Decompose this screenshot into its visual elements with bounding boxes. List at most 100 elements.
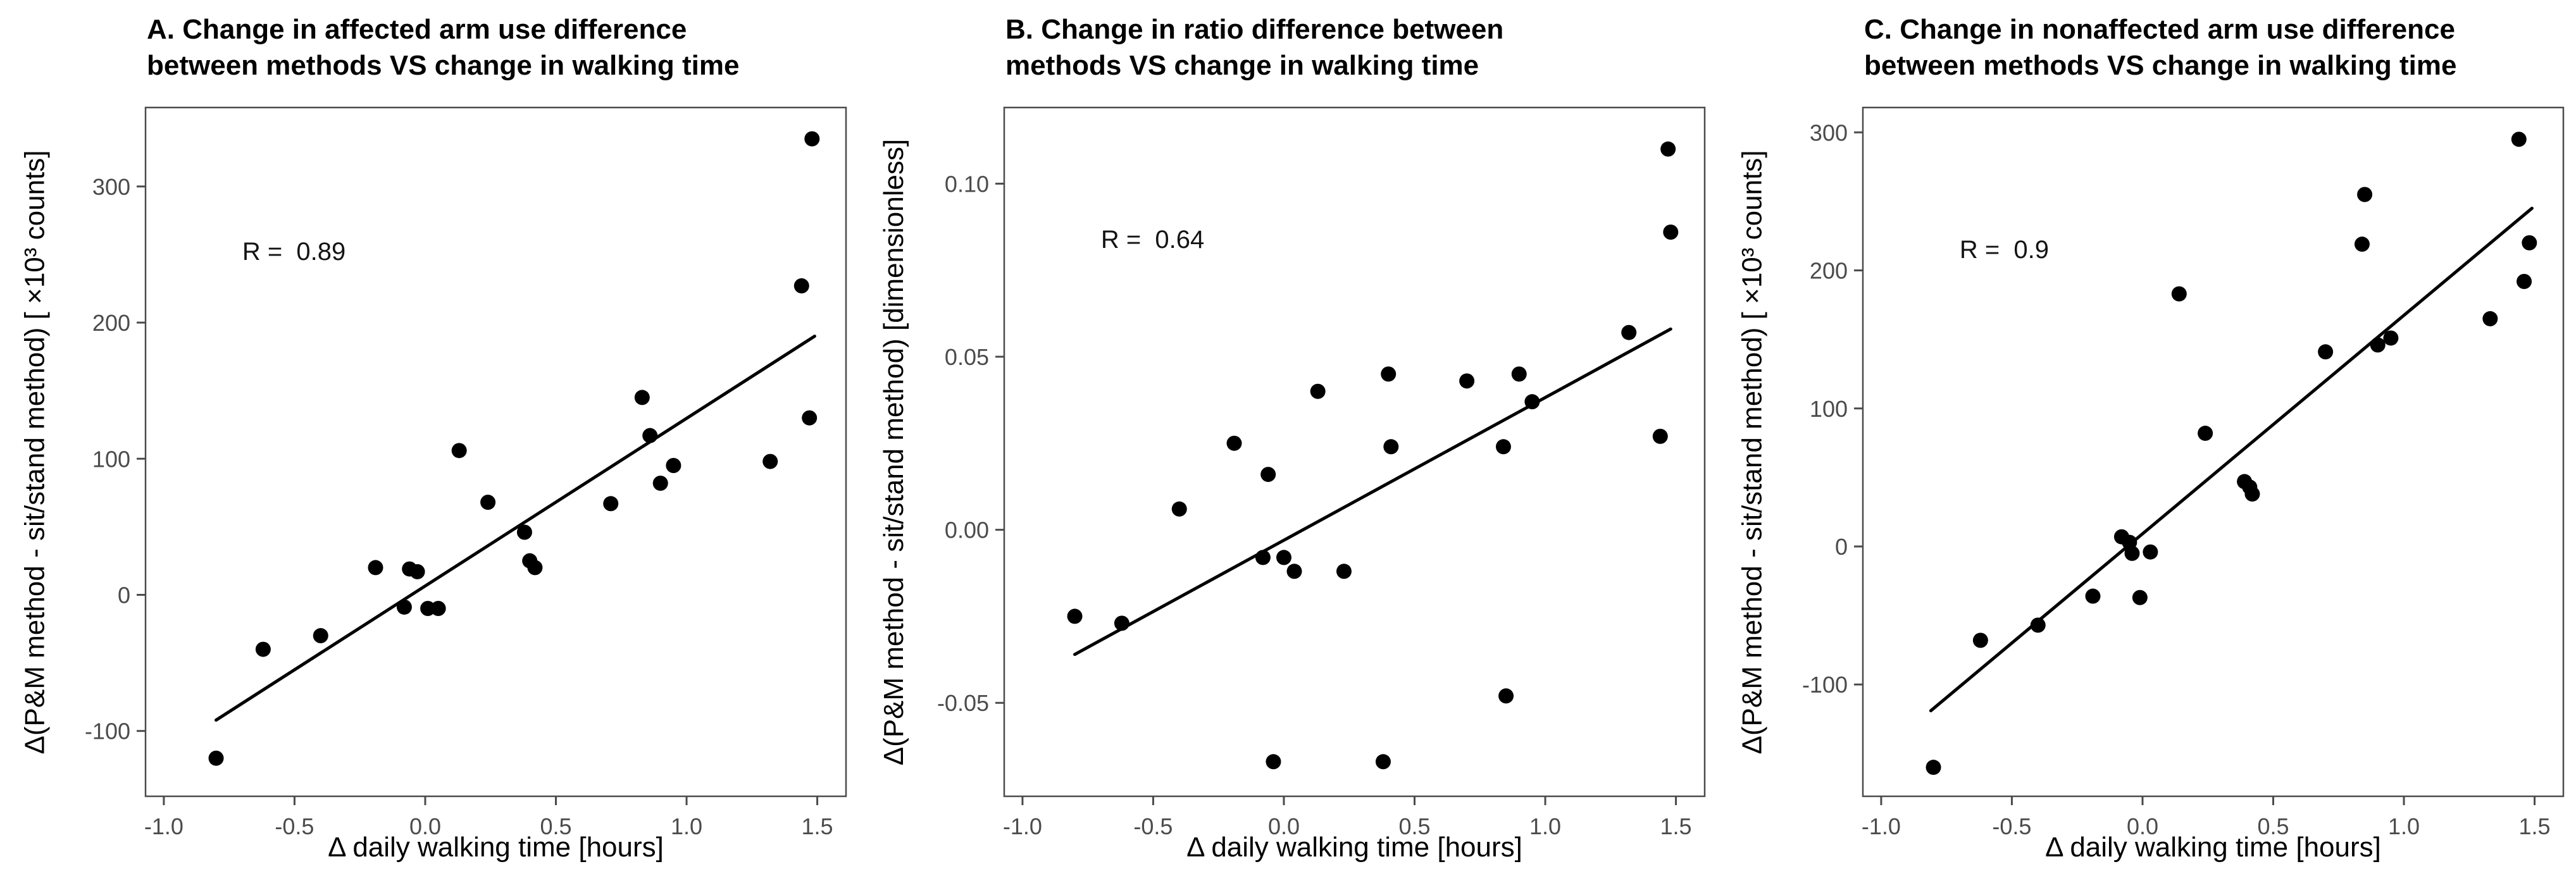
data-point (368, 560, 383, 576)
regression-line (215, 335, 816, 722)
data-point (409, 564, 425, 579)
data-point (1459, 373, 1475, 389)
data-point (1383, 439, 1399, 455)
data-point (2030, 617, 2046, 633)
data-point (1972, 632, 1988, 648)
panel-b: B. Change in ratio difference between me… (859, 0, 1717, 876)
panel-border (1003, 106, 1706, 798)
panel-c-x-axis-label: Δ daily walking time [hours] (2045, 832, 2381, 863)
panel-a-title-line2: between methods VS change in walking tim… (147, 50, 740, 81)
panel-a-title: A. Change in affected arm use difference… (147, 11, 739, 83)
x-axis-tick-label: 1.5 (802, 813, 833, 839)
panel-b-title-line1: B. Change in ratio difference between (1005, 14, 1504, 45)
data-point (2085, 588, 2101, 604)
data-point (1498, 688, 1514, 704)
regression-line (1929, 206, 2534, 713)
x-axis-tick-label: 0.5 (2257, 813, 2289, 839)
data-point (603, 496, 619, 512)
panel-c-x-axis-label-box: Δ daily walking time [hours] (1863, 825, 2563, 870)
panel-c-title-line2: between methods VS change in walking tim… (1864, 50, 2457, 81)
data-point (1663, 225, 1679, 240)
panel-b-title-line2: methods VS change in walking time (1005, 50, 1479, 81)
y-axis-tick-label: 0.10 (945, 171, 989, 197)
data-point (480, 495, 496, 510)
x-axis-tick-label: 0.0 (409, 813, 441, 839)
y-axis-tick-label: 100 (1810, 396, 1848, 422)
y-axis-tick-label: 100 (92, 446, 130, 472)
data-point (1381, 366, 1397, 382)
data-point (2354, 237, 2370, 252)
data-point (2171, 286, 2187, 302)
x-axis-tick-label: -0.5 (275, 813, 314, 839)
data-point (1114, 615, 1129, 631)
data-point (2132, 589, 2148, 605)
data-point (1276, 550, 1291, 565)
data-point (1226, 435, 1242, 451)
data-point (2482, 311, 2498, 326)
panel-a-title-line1: A. Change in affected arm use difference (147, 14, 687, 45)
y-axis-tick-label: -0.05 (937, 690, 989, 716)
y-axis-tick-label: 200 (92, 310, 130, 336)
panel-b-plot-area: -1.0 -0.5 0.0 0.5 1.0 1.5 -0.05 0.00 0.05 0.10 (937, 106, 1706, 839)
data-point (2357, 187, 2373, 202)
data-point (1375, 754, 1391, 770)
x-axis-tick-label: 1.0 (1529, 813, 1561, 839)
panel-border (144, 106, 847, 798)
x-axis-tick-label: 1.5 (1660, 813, 1692, 839)
data-point (1495, 439, 1511, 455)
x-axis-tick-label: 0.0 (2127, 813, 2158, 839)
data-point (2517, 273, 2532, 289)
panel-b-x-axis-label-box: Δ daily walking time [hours] (1004, 825, 1705, 870)
x-axis-tick-label: -1.0 (1862, 813, 1901, 839)
data-point (2511, 132, 2527, 147)
y-axis-tick-label: 300 (92, 174, 130, 200)
panel-a-r-value: R = 0.89 (242, 238, 346, 266)
x-axis-tick-label: -1.0 (1003, 813, 1042, 839)
x-axis-tick-label: -0.5 (1133, 813, 1173, 839)
data-point (2383, 330, 2399, 346)
y-axis-tick-label: 0.05 (945, 344, 989, 370)
data-point (313, 628, 328, 644)
data-point (2198, 426, 2213, 441)
data-point (642, 428, 658, 443)
data-point (208, 750, 224, 766)
data-point (1926, 760, 1941, 775)
y-axis-tick-label: -100 (85, 719, 130, 744)
panel-b-title: B. Change in ratio difference between me… (1005, 11, 1503, 83)
data-point (1336, 564, 1352, 579)
data-point (420, 601, 436, 616)
panel-c-title-line1: C. Change in nonaffected arm use differe… (1864, 14, 2455, 45)
data-point (1255, 550, 1271, 565)
y-axis-tick-label: 300 (1810, 120, 1848, 145)
data-point (1660, 141, 1676, 157)
panel-b-r-value: R = 0.64 (1100, 226, 1205, 254)
x-axis-tick-label: -1.0 (144, 813, 184, 839)
x-axis-tick-label: 0.0 (1268, 813, 1300, 839)
data-point (1310, 383, 1326, 399)
panel-a-x-axis-label-box: Δ daily walking time [hours] (146, 825, 846, 870)
data-point (2522, 235, 2537, 250)
x-axis-tick-label: 1.0 (671, 813, 702, 839)
data-point (634, 390, 650, 405)
data-point (2318, 344, 2334, 360)
data-point (652, 476, 668, 491)
data-point (1652, 428, 1668, 444)
x-axis-tick-label: -0.5 (1992, 813, 2031, 839)
data-point (762, 453, 778, 469)
y-axis-tick-label: 0 (1835, 534, 1848, 560)
data-point (1260, 467, 1276, 483)
panel-c-r-value: R = 0.9 (1959, 236, 2050, 264)
data-point (1286, 564, 1302, 579)
y-axis-tick-label: 0.00 (945, 517, 989, 543)
data-point (804, 131, 820, 147)
data-point (527, 560, 543, 576)
data-point (2244, 486, 2260, 502)
data-point (1621, 324, 1637, 340)
data-point (430, 601, 446, 616)
data-point (1266, 754, 1281, 770)
panel-border (1862, 106, 2565, 798)
data-point (793, 278, 809, 293)
data-point (2370, 337, 2386, 353)
data-point (1524, 394, 1540, 410)
